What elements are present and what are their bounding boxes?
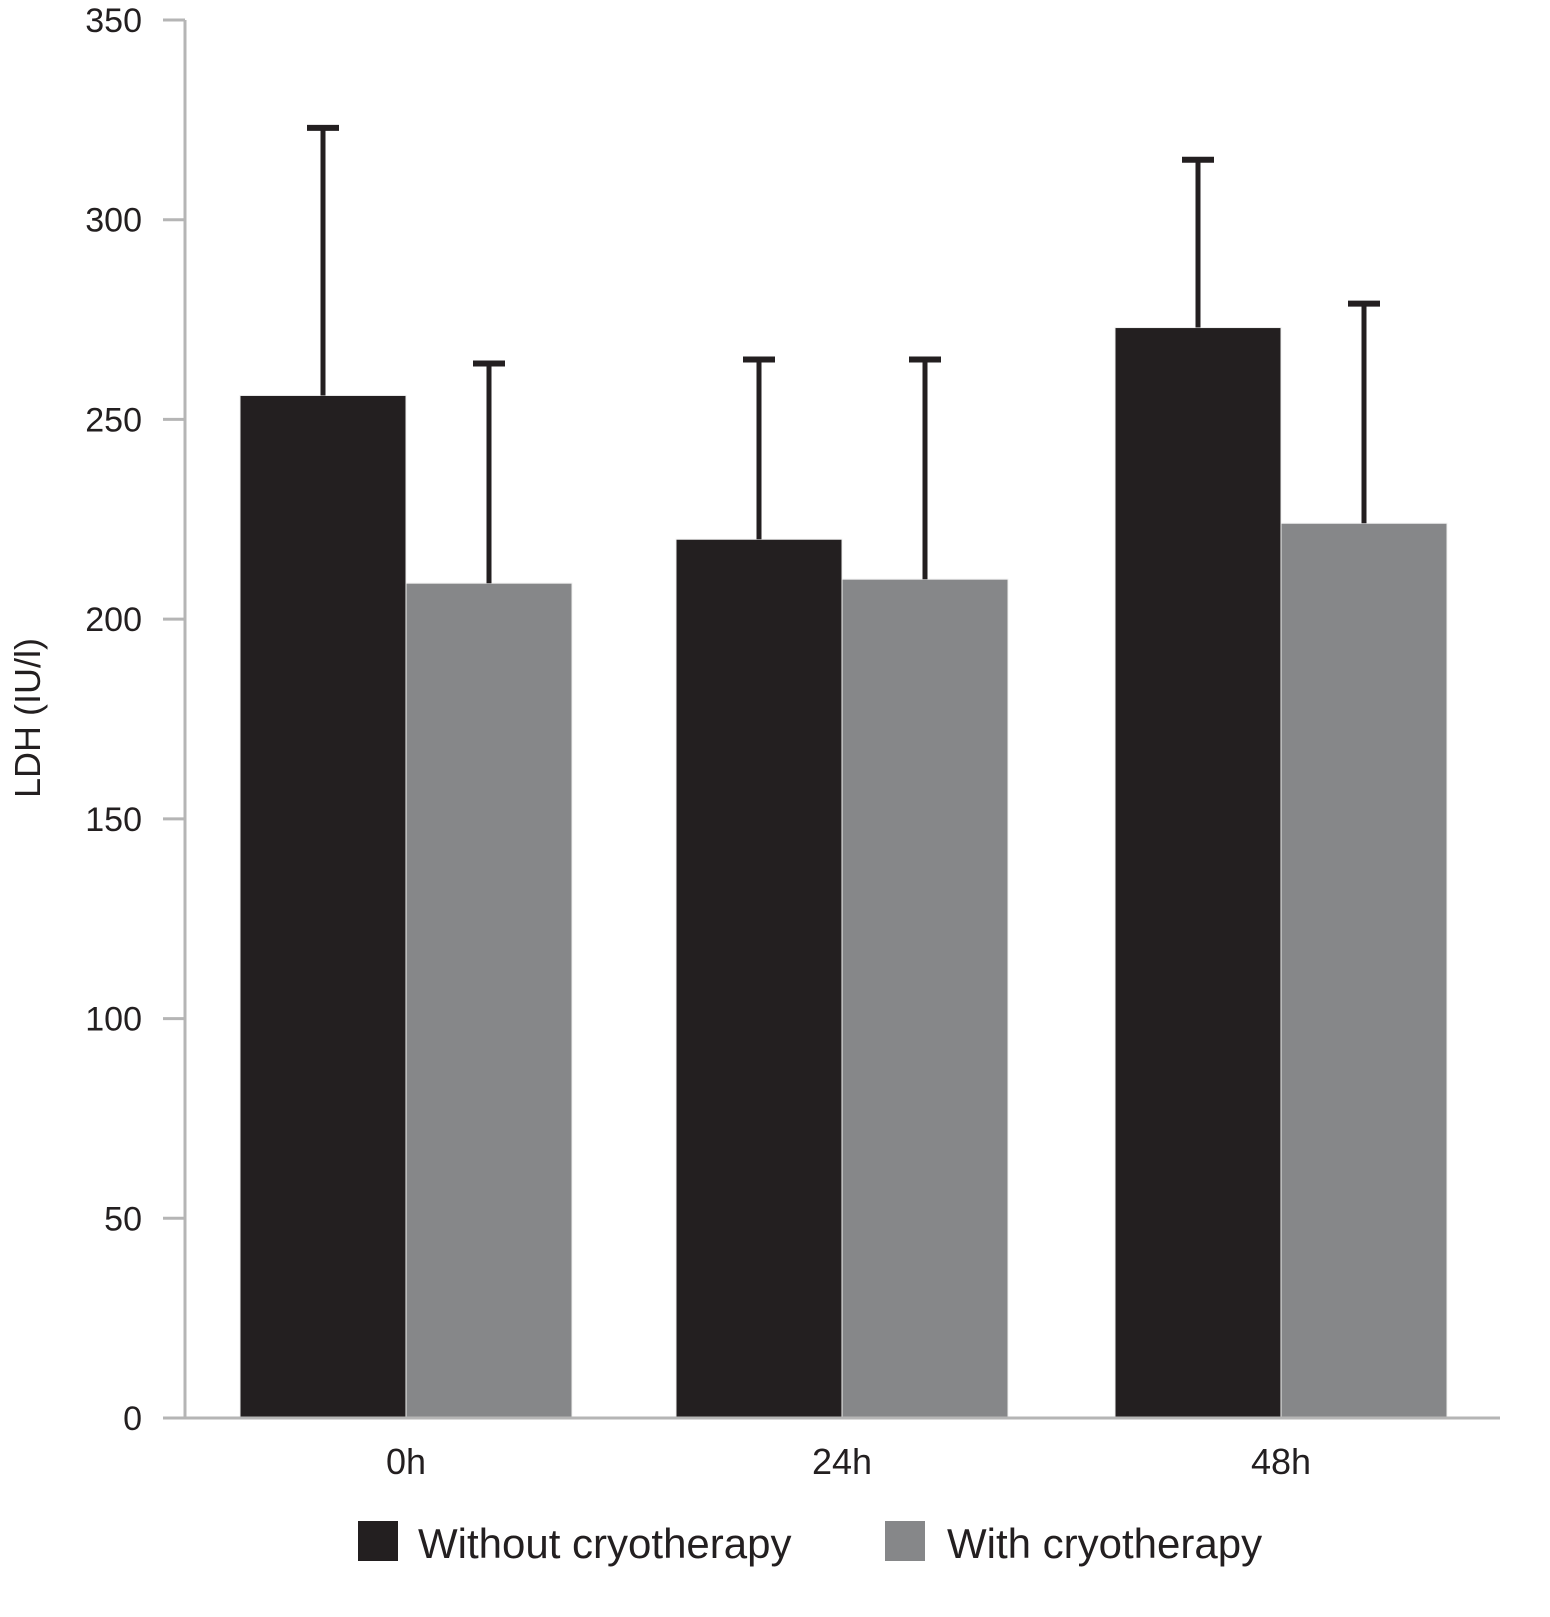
y-tick-label: 150 [85,801,142,839]
legend-swatch-with-cryotherapy [885,1521,925,1561]
y-axis-title: LDH (IU/l) [7,638,48,798]
x-tick-label: 24h [812,1441,872,1482]
bar-24h-without-cryotherapy [675,538,843,1419]
x-tick-label: 48h [1251,1441,1311,1482]
bar-48h-with-cryotherapy [1280,522,1448,1419]
y-ticks: 0 50 100 150 200 250 300 350 [85,2,185,1438]
x-category-labels: 0h 24h 48h [386,1441,1311,1482]
error-bars-layer [307,124,1380,584]
x-tick-label: 0h [386,1441,426,1482]
bar-0h-with-cryotherapy [405,582,573,1419]
y-tick-label: 200 [85,601,142,639]
legend-swatch-without-cryotherapy [358,1521,398,1561]
y-tick-label: 250 [85,401,142,439]
legend: Without cryotherapy With cryotherapy [358,1520,1262,1567]
bars-layer [239,327,1448,1419]
y-tick-label: 300 [85,202,142,240]
legend-label-without-cryotherapy: Without cryotherapy [418,1520,792,1567]
y-tick-label: 350 [85,2,142,40]
y-tick-label: 0 [123,1400,142,1438]
bar-0h-without-cryotherapy [239,394,407,1419]
y-tick-label: 50 [104,1200,142,1238]
bar-24h-with-cryotherapy [841,578,1009,1419]
bar-48h-without-cryotherapy [1114,327,1282,1419]
y-tick-label: 100 [85,1001,142,1039]
legend-label-with-cryotherapy: With cryotherapy [947,1520,1262,1567]
